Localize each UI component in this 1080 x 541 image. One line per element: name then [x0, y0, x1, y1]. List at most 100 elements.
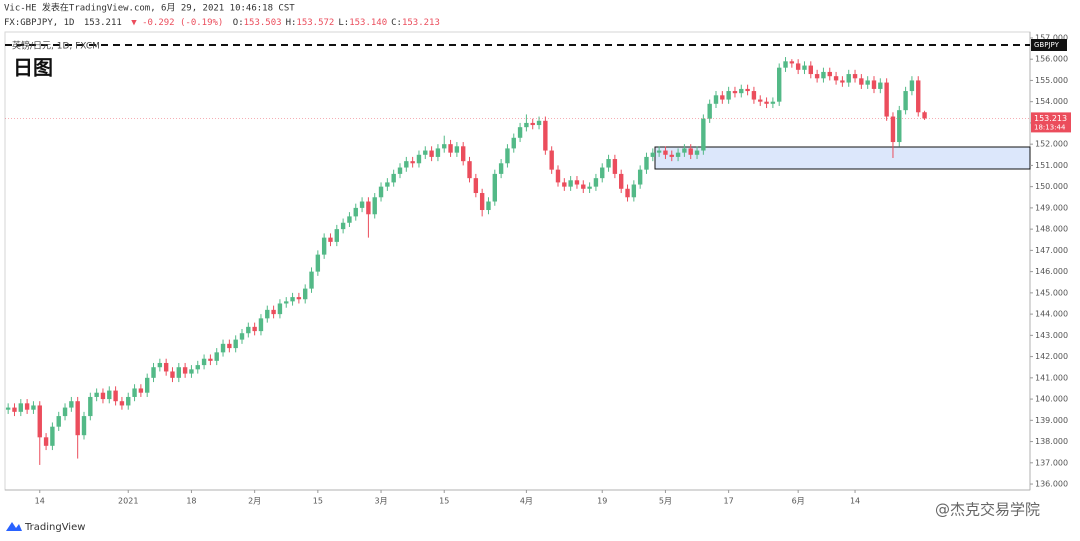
x-tick-label: 14 — [35, 497, 45, 506]
candle-body — [530, 122, 535, 126]
x-tick-label: 18 — [186, 497, 196, 506]
x-tick-label: 4月 — [520, 497, 533, 506]
y-tick-label: 151.000 — [1035, 161, 1068, 170]
candle-body — [315, 254, 321, 272]
candle-body — [865, 80, 870, 85]
candle-body — [789, 61, 795, 64]
candle-body — [220, 343, 226, 353]
brand-logo — [6, 522, 22, 531]
plot-layer: 136.000 137.000 138.000 139.000 140.000 141.0… — [5, 33, 1071, 506]
x-tick-label: 6月 — [792, 497, 805, 506]
candle-body — [31, 405, 36, 410]
candle-body — [549, 150, 554, 170]
candle-body — [170, 371, 175, 378]
candle-body — [467, 161, 472, 179]
chart-subtitle: 英镑/日元, 1D, FXCM — [12, 40, 100, 52]
y-tick-label: 140.000 — [1035, 395, 1068, 404]
candle-body — [543, 120, 548, 151]
candle-body — [372, 197, 377, 215]
x-tick-label: 15 — [439, 497, 449, 506]
x-tick-label: 14 — [850, 497, 860, 506]
candle-body — [429, 150, 434, 157]
candle-body — [795, 63, 801, 70]
candle-body — [802, 65, 807, 70]
candle-body — [50, 426, 55, 446]
y-tick-label: 147.000 — [1035, 246, 1068, 255]
candle-body — [94, 392, 99, 397]
candle-body — [284, 301, 289, 304]
candle-body — [688, 148, 693, 155]
candle-body — [201, 358, 207, 366]
publisher-line: Vic-HE 发表在TradingView.com, 6月 29, 2021 1… — [4, 2, 295, 14]
candle-body — [423, 150, 428, 155]
x-tick-label: 17 — [724, 497, 734, 506]
candle-body — [612, 159, 618, 174]
ohlc-label: L: — [338, 18, 349, 28]
ohlc-label: C: — [391, 18, 402, 28]
candle-body — [701, 118, 706, 151]
candle-body — [195, 365, 200, 370]
candle-body — [903, 91, 908, 111]
ohlc-value: 153.213 — [402, 18, 440, 28]
candle-body — [246, 326, 251, 334]
candle-body — [524, 122, 529, 128]
chart-title: 日图 — [13, 56, 53, 80]
candle-body — [568, 180, 573, 187]
symbol-tag: GBPJPY — [1034, 41, 1060, 49]
candle-body — [435, 148, 441, 157]
candle-body — [119, 401, 125, 406]
last-price-label: 153.213 — [1034, 114, 1067, 123]
candle-body — [12, 407, 17, 412]
candle-body — [511, 137, 516, 149]
candle-body — [732, 91, 738, 94]
candle-body — [151, 367, 156, 378]
candle-body — [587, 186, 592, 189]
candle-body — [334, 229, 339, 242]
ohlc-value: 153.503 — [244, 18, 282, 28]
x-tick-label: 15 — [313, 497, 323, 506]
candle-body — [303, 288, 308, 300]
candle-body — [751, 91, 757, 100]
candle-body — [890, 116, 896, 143]
candle-body — [347, 216, 352, 223]
candle-body — [397, 167, 403, 174]
candle-body — [113, 390, 118, 402]
y-tick-label: 146.000 — [1035, 267, 1068, 276]
candle-body — [309, 271, 314, 289]
candle-body — [189, 369, 194, 374]
ohlc-value: 153.572 — [296, 18, 334, 28]
candle-body — [233, 339, 238, 349]
candle-body — [385, 182, 390, 187]
candle-body — [574, 180, 580, 185]
candle-body — [619, 173, 624, 189]
candle-body — [814, 74, 820, 79]
y-tick-label: 142.000 — [1035, 352, 1068, 361]
candle-body — [777, 67, 782, 102]
symbol-line: FX:GBPJPY, 1D 153.211 ▼ -0.292 (-0.19%) … — [4, 18, 440, 28]
candle-body — [745, 88, 750, 92]
y-tick-label: 143.000 — [1035, 331, 1068, 340]
candle-body — [43, 437, 49, 446]
candle-body — [321, 237, 327, 255]
candle-body — [713, 95, 719, 104]
candle-body — [138, 388, 144, 393]
candle-body — [479, 193, 485, 211]
y-tick-label: 156.000 — [1035, 55, 1068, 64]
y-tick-label: 150.000 — [1035, 182, 1068, 191]
candle-body — [739, 88, 744, 94]
candle-body — [726, 91, 731, 100]
candle-body — [37, 405, 42, 438]
candle-body — [625, 188, 630, 198]
candle-body — [492, 173, 497, 202]
candle-body — [442, 144, 447, 149]
candle-body — [555, 169, 561, 183]
candle-body — [366, 201, 371, 215]
x-tick-label: 3月 — [374, 497, 387, 506]
candle-body — [265, 309, 270, 319]
y-tick-label: 152.000 — [1035, 140, 1068, 149]
candle-body — [359, 201, 365, 208]
candle-body — [227, 343, 232, 349]
candle-body — [391, 173, 396, 183]
